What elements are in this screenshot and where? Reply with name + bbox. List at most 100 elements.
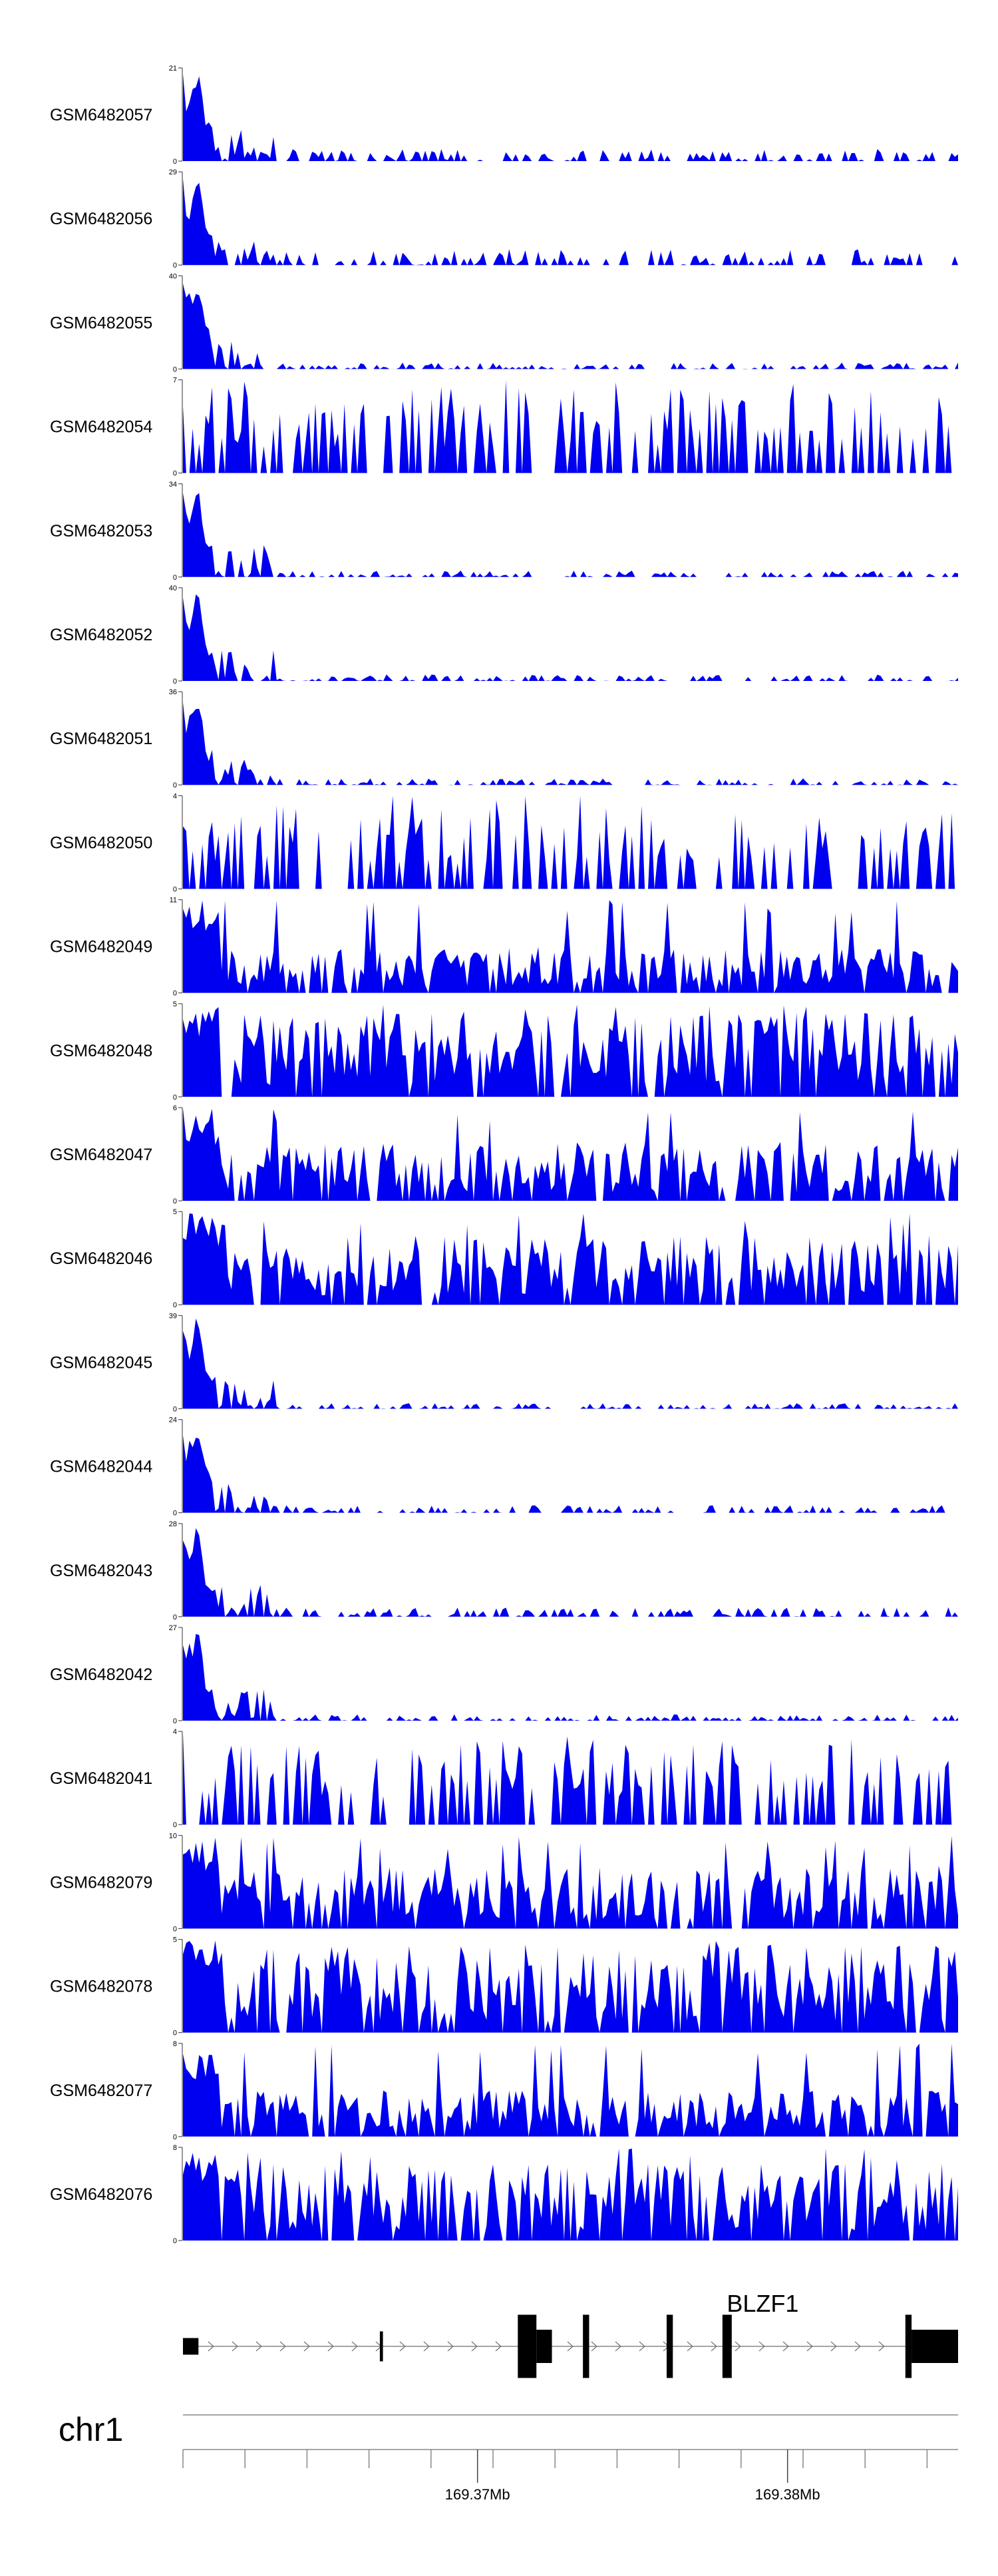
strand-arrow <box>495 2341 502 2352</box>
strand-arrow <box>447 2341 454 2352</box>
coverage-area <box>183 2043 958 2137</box>
y-min-label: 0 <box>173 574 177 582</box>
y-max-label: 40 <box>169 584 177 592</box>
strand-arrow <box>687 2341 693 2352</box>
strand-arrow <box>782 2341 789 2352</box>
coverage-area <box>183 178 958 266</box>
strand-arrow <box>351 2341 358 2352</box>
track-label: GSM6482050 <box>50 833 152 852</box>
exon <box>722 2314 732 2378</box>
y-min-label: 0 <box>173 2133 177 2141</box>
exon <box>379 2331 383 2362</box>
y-min-label: 0 <box>173 990 177 998</box>
track-GSM6482051: GSM6482051 36 0 <box>50 688 958 789</box>
coverage-area <box>183 1435 958 1513</box>
gene-label: BLZF1 <box>727 2290 798 2317</box>
coverage-area <box>183 594 958 681</box>
y-min-label: 0 <box>173 1925 177 1933</box>
track-label: GSM6482079 <box>50 1873 152 1892</box>
strand-arrow <box>399 2341 406 2352</box>
coverage-area <box>183 1528 958 1617</box>
coverage-area <box>183 284 958 369</box>
exon <box>183 2338 199 2355</box>
y-min-label: 0 <box>173 1405 177 1413</box>
coverage-area <box>183 1213 958 1305</box>
y-min-label: 0 <box>173 1717 177 1725</box>
track-GSM6482047: GSM6482047 6 0 <box>50 1104 958 1205</box>
track-GSM6482043: GSM6482043 28 0 <box>50 1520 958 1621</box>
y-max-label: 5 <box>173 1936 177 1944</box>
y-max-label: 21 <box>169 65 177 73</box>
y-min-label: 0 <box>173 781 177 789</box>
y-min-label: 0 <box>173 262 177 270</box>
y-min-label: 0 <box>173 158 177 166</box>
coverage-area <box>183 380 958 473</box>
strand-arrow <box>806 2341 813 2352</box>
strand-arrow <box>639 2341 645 2352</box>
coverage-area <box>183 1108 958 1201</box>
strand-arrow <box>615 2341 621 2352</box>
track-GSM6482050: GSM6482050 4 0 <box>50 792 958 893</box>
coverage-area <box>183 795 958 889</box>
y-min-label: 0 <box>173 470 177 478</box>
exon <box>905 2314 912 2378</box>
y-max-label: 36 <box>169 688 177 696</box>
track-label: GSM6482056 <box>50 210 152 228</box>
strand-arrow <box>830 2341 837 2352</box>
track-label: GSM6482053 <box>50 522 152 540</box>
y-min-label: 0 <box>173 1613 177 1621</box>
y-min-label: 0 <box>173 2237 177 2245</box>
track-GSM6482048: GSM6482048 5 0 <box>50 1000 958 1102</box>
y-max-label: 8 <box>173 2040 177 2048</box>
y-min-label: 0 <box>173 1821 177 1829</box>
y-min-label: 0 <box>173 1510 177 1518</box>
track-GSM6482042: GSM6482042 27 0 <box>50 1624 958 1725</box>
y-max-label: 29 <box>169 168 177 176</box>
exon <box>518 2314 537 2378</box>
y-max-label: 27 <box>169 1624 177 1632</box>
track-label: GSM6482057 <box>50 106 152 124</box>
strand-arrow <box>567 2341 574 2352</box>
track-GSM6482045: GSM6482045 39 0 <box>50 1312 958 1413</box>
y-max-label: 4 <box>173 792 177 800</box>
y-min-label: 0 <box>173 885 177 893</box>
y-max-label: 40 <box>169 272 177 280</box>
track-label: GSM6482048 <box>50 1042 152 1060</box>
strand-arrow <box>327 2341 334 2352</box>
track-label: GSM6482051 <box>50 730 152 748</box>
strand-arrow <box>591 2341 597 2352</box>
track-GSM6482056: GSM6482056 29 0 <box>50 168 958 270</box>
y-max-label: 8 <box>173 2144 177 2152</box>
exon <box>536 2330 552 2363</box>
track-label: GSM6482052 <box>50 626 152 644</box>
track-label: GSM6482078 <box>50 1978 152 1996</box>
track-GSM6482041: GSM6482041 4 0 <box>50 1728 958 1829</box>
strand-arrow <box>255 2341 262 2352</box>
track-GSM6482078: GSM6482078 5 0 <box>50 1936 958 2038</box>
track-label: GSM6482043 <box>50 1562 152 1580</box>
coverage-tracks: GSM6482057210GSM6482056290GSM6482055400G… <box>50 65 958 2245</box>
track-label: GSM6482047 <box>50 1146 152 1164</box>
track-GSM6482044: GSM6482044 24 0 <box>50 1416 958 1518</box>
coverage-area <box>183 702 958 785</box>
track-label: GSM6482055 <box>50 314 152 332</box>
genome-axis: chr1 169.37Mb 169.38Mb <box>59 2411 958 2503</box>
y-max-label: 39 <box>169 1312 177 1320</box>
exon <box>912 2330 958 2363</box>
coverage-area <box>183 1004 958 1097</box>
y-min-label: 0 <box>173 2030 177 2038</box>
track-GSM6482046: GSM6482046 5 0 <box>50 1208 958 1309</box>
y-max-label: 11 <box>170 897 177 905</box>
track-GSM6482049: GSM6482049 11 0 <box>50 897 958 998</box>
y-min-label: 0 <box>173 1301 177 1309</box>
track-label: GSM6482077 <box>50 2081 152 2100</box>
coverage-area <box>183 493 958 577</box>
gene-track: BLZF1 <box>183 2290 958 2378</box>
strand-arrow <box>471 2341 478 2352</box>
strand-arrow <box>735 2341 741 2352</box>
strand-arrow <box>711 2341 717 2352</box>
track-GSM6482053: GSM6482053 34 0 <box>50 481 958 582</box>
strand-arrow <box>232 2341 238 2352</box>
y-min-label: 0 <box>173 678 177 686</box>
